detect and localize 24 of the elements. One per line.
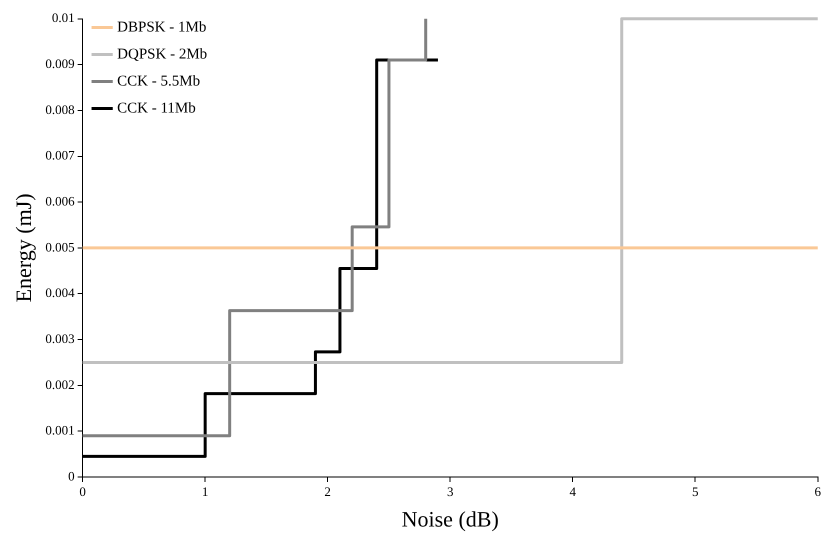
- x-tick-label: 6: [814, 484, 822, 500]
- y-tick-label: 0.002: [45, 376, 75, 392]
- x-axis-title: Noise (dB): [402, 506, 499, 532]
- x-tick-label: 1: [202, 484, 208, 500]
- x-tick-label: 3: [446, 484, 454, 500]
- y-tick-label: 0.005: [45, 239, 75, 254]
- y-tick-label: 0: [68, 468, 75, 484]
- x-tick-label: 4: [569, 484, 576, 500]
- y-tick-label: 0.004: [45, 285, 76, 300]
- y-tick-label: 0.003: [45, 330, 75, 346]
- legend-label: DQPSK - 2Mb: [117, 46, 208, 62]
- y-axis-title: Energy (mJ): [10, 193, 36, 302]
- legend-label: CCK - 11Mb: [117, 100, 196, 116]
- legend-label: CCK - 5.5Mb: [117, 73, 200, 90]
- y-tick-label: 0.006: [45, 194, 76, 208]
- y-tick-label: 0.001: [45, 422, 75, 438]
- x-tick-label: 5: [692, 484, 698, 500]
- y-tick-label: 0.008: [45, 102, 75, 117]
- legend-label: DBPSK - 1Mb: [117, 19, 206, 36]
- y-tick-label: 0.009: [45, 56, 75, 72]
- y-tick-label: 0.01: [52, 10, 75, 26]
- x-tick-label: 2: [324, 484, 331, 500]
- x-tick-label: 0: [79, 484, 86, 500]
- y-tick-label: 0.007: [45, 148, 76, 163]
